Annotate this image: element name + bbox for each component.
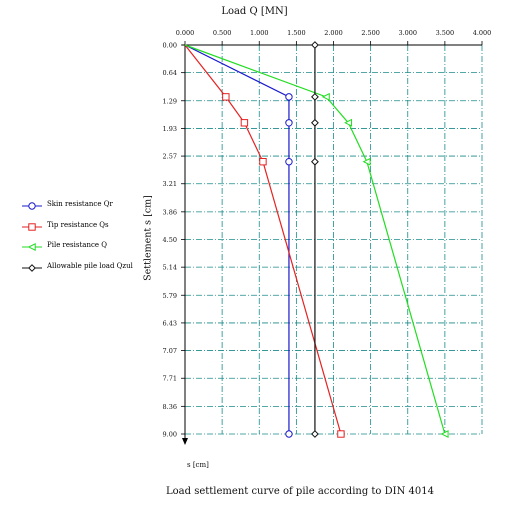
y-tick-label: 5.79	[163, 292, 177, 300]
data-point-tip	[259, 158, 267, 166]
data-point-pile	[344, 118, 353, 127]
y-tick-label: 3.86	[163, 208, 177, 216]
y-tick-label: 8.36	[163, 403, 177, 411]
y-tick-label: 3.21	[163, 180, 177, 188]
series-pile	[184, 44, 449, 439]
data-point-skin	[285, 430, 293, 438]
data-point-skin	[285, 158, 293, 166]
data-point-allowable	[311, 118, 319, 127]
x-axis-title: Load Q [MN]	[221, 6, 288, 17]
x-tick-label: 3.500	[436, 29, 455, 37]
s-unit-label: s [cm]	[187, 461, 209, 469]
x-tick-label: 0.000	[176, 29, 195, 37]
data-point-pile	[321, 92, 330, 101]
y-tick-label: 2.57	[163, 153, 177, 161]
y-tick-label: 4.50	[163, 236, 177, 244]
data-point-skin	[285, 119, 293, 127]
legend-swatch-tip	[22, 223, 42, 231]
legend-marker	[28, 264, 36, 272]
legend-label-allowable: Allowable pile load Qzul	[47, 262, 133, 270]
x-tick-label: 0.500	[213, 29, 232, 37]
legend-swatch-skin	[22, 202, 42, 210]
legend-label-pile: Pile resistance Q	[47, 241, 107, 249]
y-tick-label: 1.93	[163, 125, 177, 133]
x-tick-label: 4.000	[473, 29, 492, 37]
x-tick-label: 2.000	[324, 29, 343, 37]
y-tick-label: 0.00	[163, 42, 177, 50]
data-point-allowable	[311, 157, 319, 166]
data-point-tip	[337, 430, 345, 438]
y-axis-arrow	[182, 438, 188, 445]
y-tick-label: 9.00	[163, 431, 177, 439]
legend-label-tip: Tip resistance Qs	[47, 221, 109, 229]
legend-item-skin: Skin resistance Qr	[22, 200, 242, 212]
data-point-tip	[222, 93, 230, 101]
legend-swatch-pile	[22, 242, 42, 252]
series-allowable	[311, 41, 319, 438]
series-tip	[184, 44, 345, 438]
legend-item-tip: Tip resistance Qs	[22, 221, 242, 233]
y-tick-label: 0.64	[163, 69, 177, 77]
y-tick-label: 5.14	[163, 264, 177, 272]
x-tick-label: 3.000	[398, 29, 417, 37]
y-tick-label: 7.07	[163, 347, 177, 355]
x-tick-label: 1.000	[250, 29, 269, 37]
data-point-tip	[240, 119, 249, 127]
y-tick-label: 6.43	[163, 319, 177, 327]
legend-item-allowable: Allowable pile load Qzul	[22, 262, 242, 274]
chart-caption: Load settlement curve of pile according …	[166, 486, 434, 497]
data-point-allowable	[311, 92, 319, 101]
x-tick-label: 1.500	[287, 29, 306, 37]
legend-item-pile: Pile resistance Q	[22, 241, 242, 253]
data-point-allowable	[311, 41, 319, 49]
grid	[185, 45, 483, 435]
legend-marker	[28, 223, 36, 231]
data-point-pile	[440, 429, 449, 439]
y-tick-label: 1.29	[163, 97, 177, 105]
y-tick-label: 7.71	[163, 375, 177, 383]
x-tick-label: 2.500	[361, 29, 380, 37]
legend-swatch-allowable	[22, 264, 42, 272]
data-point-allowable	[311, 430, 319, 438]
legend-marker	[28, 202, 36, 210]
legend-marker	[27, 242, 36, 252]
legend-label-skin: Skin resistance Qr	[47, 200, 113, 208]
data-point-skin	[285, 93, 293, 101]
data-point-pile	[362, 157, 371, 166]
